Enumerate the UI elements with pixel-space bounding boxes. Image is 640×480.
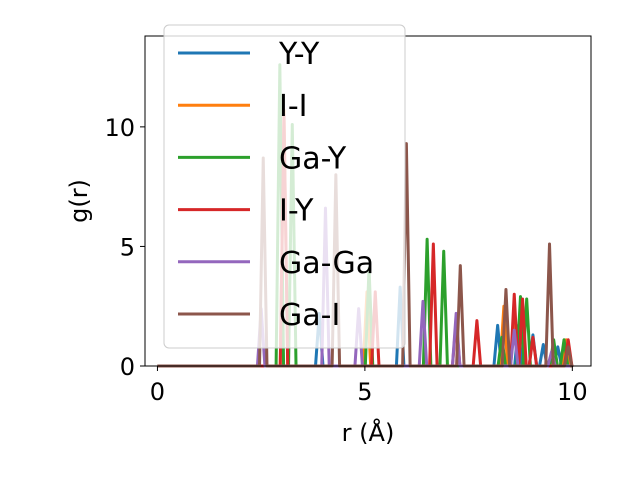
x-axis-label: r (Å) [342, 418, 395, 447]
y-tick-label: 10 [104, 114, 135, 142]
x-tick-label: 0 [150, 378, 165, 406]
y-tick-label: 5 [120, 233, 135, 261]
legend-label: Ga-Ga [279, 246, 374, 281]
legend-label: Ga-I [279, 298, 340, 333]
legend-label: I-Y [279, 194, 314, 229]
y-axis-label: g(r) [65, 179, 93, 223]
legend-label: Y-Y [278, 37, 320, 72]
axis-ticks: 0 5 10 0 5 10 [104, 114, 587, 406]
legend: Y-Y I-I Ga-Y I-Y Ga-Ga Ga-I [163, 24, 406, 349]
x-tick-label: 10 [557, 378, 588, 406]
x-tick-label: 5 [357, 378, 372, 406]
legend-label: I-I [279, 89, 308, 124]
y-tick-label: 0 [120, 353, 135, 381]
legend-label: Ga-Y [279, 141, 347, 176]
